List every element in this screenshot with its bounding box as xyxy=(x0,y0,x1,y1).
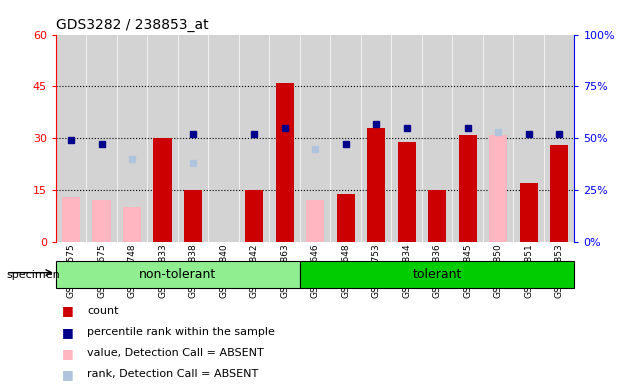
Bar xyxy=(306,200,324,242)
Text: ■: ■ xyxy=(62,368,74,381)
Text: ■: ■ xyxy=(62,326,74,339)
Text: GDS3282 / 238853_at: GDS3282 / 238853_at xyxy=(56,18,209,32)
Bar xyxy=(367,128,385,242)
Text: ■: ■ xyxy=(62,305,74,318)
Bar xyxy=(184,190,202,242)
Bar xyxy=(276,200,294,242)
Text: count: count xyxy=(87,306,119,316)
Bar xyxy=(520,183,538,242)
Bar xyxy=(62,197,80,242)
Bar xyxy=(153,138,172,242)
Bar xyxy=(123,207,142,242)
Bar xyxy=(489,135,507,242)
Bar xyxy=(56,261,300,288)
Text: ■: ■ xyxy=(62,347,74,360)
Bar xyxy=(184,225,202,242)
Bar xyxy=(397,142,416,242)
Bar xyxy=(550,145,568,242)
Bar xyxy=(428,190,446,242)
Bar xyxy=(300,261,574,288)
Bar xyxy=(245,190,263,242)
Text: non-tolerant: non-tolerant xyxy=(139,268,217,281)
Bar xyxy=(458,135,477,242)
Bar xyxy=(276,83,294,242)
Bar xyxy=(337,194,355,242)
Text: percentile rank within the sample: percentile rank within the sample xyxy=(87,327,275,337)
Bar xyxy=(93,200,111,242)
Text: specimen: specimen xyxy=(6,270,60,280)
Text: rank, Detection Call = ABSENT: rank, Detection Call = ABSENT xyxy=(87,369,258,379)
Text: value, Detection Call = ABSENT: value, Detection Call = ABSENT xyxy=(87,348,264,358)
Text: tolerant: tolerant xyxy=(412,268,462,281)
